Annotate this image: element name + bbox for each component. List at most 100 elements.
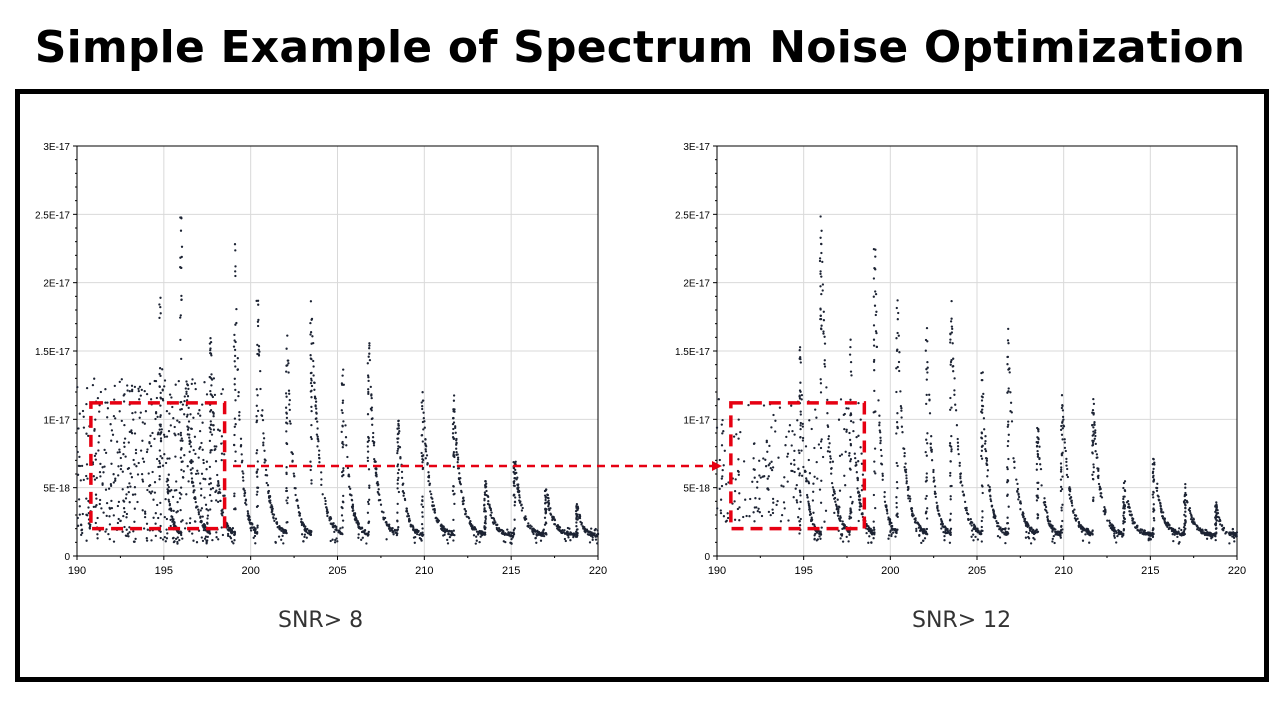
data-point (984, 435, 987, 438)
data-point (260, 414, 263, 417)
data-point (866, 527, 869, 531)
data-point (799, 494, 802, 497)
data-point (112, 540, 116, 543)
data-point (366, 459, 370, 463)
data-point (385, 538, 388, 541)
data-point (258, 350, 261, 353)
data-point (190, 461, 193, 465)
data-point (986, 475, 989, 478)
data-point (1156, 486, 1159, 490)
data-point (217, 479, 220, 483)
data-point (1072, 511, 1075, 514)
data-point (219, 499, 222, 503)
data-point (1007, 440, 1010, 443)
data-point (925, 326, 929, 330)
data-point (764, 458, 767, 461)
data-point (840, 533, 844, 536)
data-point (403, 498, 407, 502)
data-point (128, 390, 131, 393)
data-point (306, 531, 310, 535)
data-point (982, 392, 985, 396)
x-tick-label: 205 (328, 565, 346, 577)
data-point (845, 535, 848, 539)
data-point (757, 507, 760, 510)
data-point (1036, 517, 1039, 520)
data-point (562, 531, 565, 534)
data-point (819, 533, 823, 536)
data-point (277, 535, 281, 538)
data-point (163, 453, 166, 456)
data-point (874, 472, 877, 475)
noise-highlight-box (89, 401, 227, 531)
data-point (189, 413, 192, 416)
data-point (513, 480, 516, 483)
data-point (782, 501, 786, 504)
data-point (77, 498, 81, 501)
data-point (180, 407, 183, 411)
data-point (246, 512, 250, 515)
data-point (158, 459, 161, 463)
data-point (800, 393, 804, 397)
data-point (782, 485, 785, 488)
data-point (1131, 522, 1134, 525)
data-point (446, 538, 449, 542)
data-point (354, 519, 357, 522)
data-point (1006, 516, 1009, 519)
data-point (1113, 532, 1116, 535)
data-point (981, 371, 984, 374)
y-tick-label: 2.5E-17 (35, 210, 70, 221)
data-point (181, 519, 184, 522)
data-point (197, 508, 200, 511)
data-point (202, 523, 205, 527)
data-point (124, 455, 127, 458)
data-point (785, 435, 788, 439)
data-point (234, 249, 237, 252)
data-point (839, 537, 842, 540)
data-point (1051, 537, 1054, 541)
data-point (830, 481, 834, 485)
data-point (807, 482, 811, 485)
data-point (1176, 535, 1179, 539)
data-point (905, 477, 908, 480)
data-point (214, 460, 218, 463)
data-point (179, 431, 183, 435)
data-point (1152, 479, 1155, 483)
data-point (520, 504, 523, 507)
data-point (1092, 430, 1095, 433)
x-tick-label: 220 (589, 565, 607, 577)
data-point (1153, 519, 1156, 522)
data-point (1013, 466, 1016, 469)
data-point (1218, 519, 1221, 523)
data-point (930, 435, 933, 438)
data-point (874, 290, 877, 293)
data-point (1091, 473, 1094, 476)
data-point (492, 517, 496, 520)
data-point (109, 484, 113, 488)
data-point (879, 436, 882, 439)
data-point (733, 500, 736, 503)
data-point (347, 473, 350, 476)
data-point (596, 533, 600, 536)
data-point (913, 517, 916, 521)
data-point (206, 514, 210, 517)
data-point (475, 539, 478, 542)
data-point (126, 389, 129, 392)
data-point (925, 472, 928, 475)
data-point (805, 477, 808, 480)
data-point (366, 511, 370, 514)
data-point (110, 439, 113, 442)
data-point (1186, 501, 1189, 504)
data-point (1093, 437, 1096, 440)
data-point (1036, 455, 1040, 458)
data-point (360, 530, 364, 534)
data-point (280, 529, 283, 532)
x-tick-label: 195 (794, 565, 812, 577)
data-point (208, 465, 212, 469)
data-point (118, 410, 121, 413)
data-point (813, 475, 816, 478)
data-point (146, 488, 149, 492)
data-point (285, 430, 288, 433)
data-point (843, 526, 846, 529)
data-point (316, 437, 319, 441)
data-point (1059, 428, 1063, 432)
